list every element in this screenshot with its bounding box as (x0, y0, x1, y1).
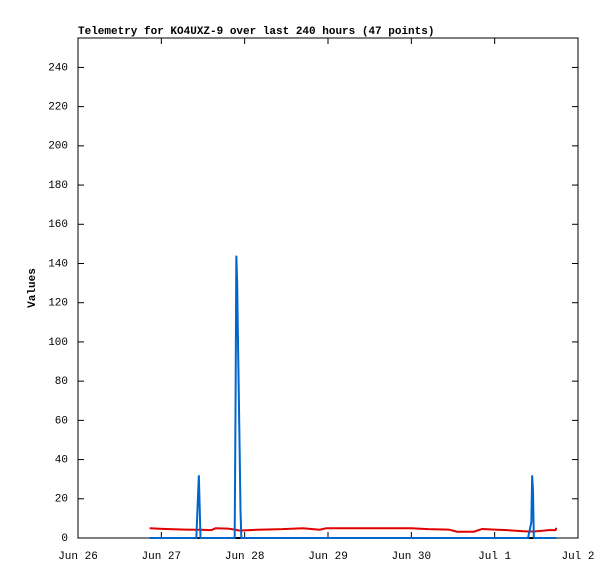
series-line (149, 527, 558, 533)
x-tick-label: Jul 2 (561, 551, 594, 563)
y-tick-label: 220 (48, 102, 68, 114)
y-tick-label: 0 (61, 533, 68, 545)
y-tick-label: 240 (48, 62, 68, 74)
plot-frame (77, 37, 579, 539)
y-tick-label: 80 (55, 376, 68, 388)
y-tick-label: 120 (48, 298, 68, 310)
y-tick-label: 160 (48, 219, 68, 231)
y-tick-label: 180 (48, 180, 68, 192)
series-line (149, 255, 557, 539)
x-tick-label: Jun 30 (392, 551, 432, 563)
y-tick-label: 20 (55, 494, 68, 506)
y-tick-label: 40 (55, 454, 68, 466)
y-tick-label: 60 (55, 415, 68, 427)
y-tick-label: 100 (48, 337, 68, 349)
y-tick-label: 140 (48, 258, 68, 270)
y-axis-label: Values (27, 268, 39, 308)
x-tick-label: Jun 29 (308, 551, 348, 563)
x-tick-label: Jun 27 (142, 551, 182, 563)
y-tick-label: 200 (48, 141, 68, 153)
chart-title: Telemetry for KO4UXZ-9 over last 240 hou… (78, 26, 434, 38)
x-tick-label: Jul 1 (478, 551, 511, 563)
x-tick-label: Jun 28 (225, 551, 265, 563)
x-tick-label: Jun 26 (58, 551, 98, 563)
